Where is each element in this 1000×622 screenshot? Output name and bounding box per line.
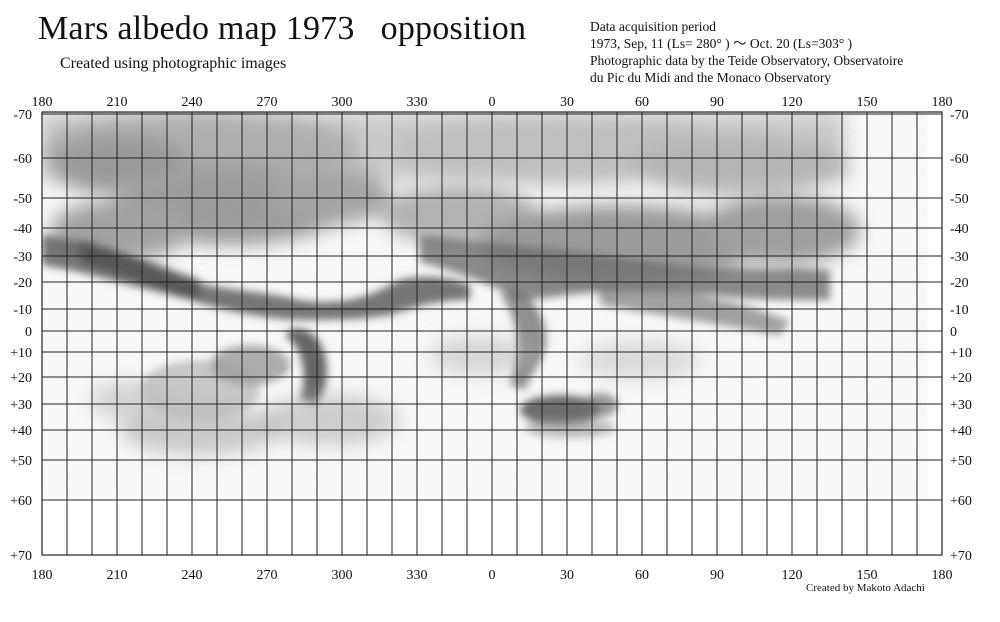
latitude-label: -70 bbox=[950, 108, 969, 123]
longitude-label: 60 bbox=[635, 95, 649, 110]
latitude-labels-right: -70 -60 -50 -40 -30 -20 -10 0 +10 +20 +30 +40 +50 +60… bbox=[950, 108, 972, 564]
latitude-label: +40 bbox=[10, 424, 32, 439]
latitude-label: +20 bbox=[10, 371, 32, 386]
latitude-label: -50 bbox=[13, 192, 32, 207]
info-line-3: Photographic data by the Teide Observato… bbox=[590, 53, 904, 68]
latitude-label: -10 bbox=[950, 303, 969, 318]
map-border bbox=[41, 111, 943, 556]
longitude-label: 30 bbox=[560, 95, 574, 110]
latitude-label: -30 bbox=[950, 250, 969, 265]
latitude-label: +70 bbox=[950, 549, 972, 564]
longitude-label: 300 bbox=[332, 568, 353, 583]
latitude-label: +50 bbox=[10, 454, 32, 469]
latitude-label: -20 bbox=[950, 276, 969, 291]
latitude-label: +60 bbox=[10, 494, 32, 509]
longitude-label: 240 bbox=[182, 568, 203, 583]
longitude-label: 150 bbox=[857, 95, 878, 110]
acquisition-info: Data acquisition period 1973, Sep, 11 (L… bbox=[590, 18, 903, 86]
latitude-label: +30 bbox=[10, 398, 32, 413]
longitude-label: 300 bbox=[332, 95, 353, 110]
longitude-label: 90 bbox=[710, 95, 724, 110]
longitude-label: 240 bbox=[182, 95, 203, 110]
longitude-label: 120 bbox=[782, 95, 803, 110]
longitude-label: 270 bbox=[257, 95, 278, 110]
info-line-4: du Pic du Midi and the Monaco Observator… bbox=[590, 70, 832, 85]
longitude-label: 270 bbox=[257, 568, 278, 583]
latitude-label: +50 bbox=[950, 454, 972, 469]
latitude-label: -40 bbox=[950, 222, 969, 237]
longitude-label: 0 bbox=[489, 568, 496, 583]
map-subtitle: Created using photographic images bbox=[60, 55, 287, 72]
longitude-label: 90 bbox=[710, 568, 724, 583]
latitude-labels-left: -70 -60 -50 -40 -30 -20 -10 0 +10 +20 +30 +40 +50 +60… bbox=[10, 108, 32, 564]
latitude-label: -10 bbox=[13, 303, 32, 318]
latitude-label: -20 bbox=[13, 276, 32, 291]
longitude-label: 180 bbox=[32, 95, 53, 110]
longitude-label: 60 bbox=[635, 568, 649, 583]
info-line-1: Data acquisition period bbox=[590, 19, 716, 34]
longitude-label: 180 bbox=[32, 568, 53, 583]
latitude-label: +40 bbox=[950, 424, 972, 439]
latitude-label: 0 bbox=[25, 325, 32, 340]
longitude-label: 330 bbox=[407, 568, 428, 583]
info-line-2: 1973, Sep, 11 (Ls= 280° ) ～ Oct. 20 (Ls=… bbox=[590, 36, 853, 51]
latitude-label: -50 bbox=[950, 192, 969, 207]
longitude-label: 210 bbox=[107, 95, 128, 110]
longitude-label: 180 bbox=[932, 568, 953, 583]
longitude-labels-bottom: 180 210 240 270 300 330 0 30 60 90 120 150 180 bbox=[32, 568, 953, 583]
latitude-label: +10 bbox=[950, 346, 972, 361]
latitude-label: +10 bbox=[10, 346, 32, 361]
longitude-label: 0 bbox=[489, 95, 496, 110]
latitude-label: -30 bbox=[13, 250, 32, 265]
longitude-labels-top: 180 210 240 270 300 330 0 30 60 90 120 150 180 bbox=[32, 95, 953, 110]
latitude-label: -70 bbox=[13, 108, 32, 123]
longitude-label: 120 bbox=[782, 568, 803, 583]
longitude-label: 180 bbox=[932, 95, 953, 110]
latitude-label: -40 bbox=[13, 222, 32, 237]
longitude-label: 210 bbox=[107, 568, 128, 583]
latitude-label: -60 bbox=[13, 152, 32, 167]
author-credit: Created by Makoto Adachi bbox=[806, 582, 925, 594]
latitude-label: +20 bbox=[950, 371, 972, 386]
albedo-shading bbox=[42, 112, 860, 462]
latitude-label: +30 bbox=[950, 398, 972, 413]
map-title: Mars albedo map 1973 opposition bbox=[38, 10, 527, 47]
longitude-label: 330 bbox=[407, 95, 428, 110]
latitude-label: +60 bbox=[950, 494, 972, 509]
latitude-label: +70 bbox=[10, 549, 32, 564]
longitude-label: 150 bbox=[857, 568, 878, 583]
latitude-label: -60 bbox=[950, 152, 969, 167]
longitude-label: 30 bbox=[560, 568, 574, 583]
latitude-label: 0 bbox=[950, 325, 957, 340]
